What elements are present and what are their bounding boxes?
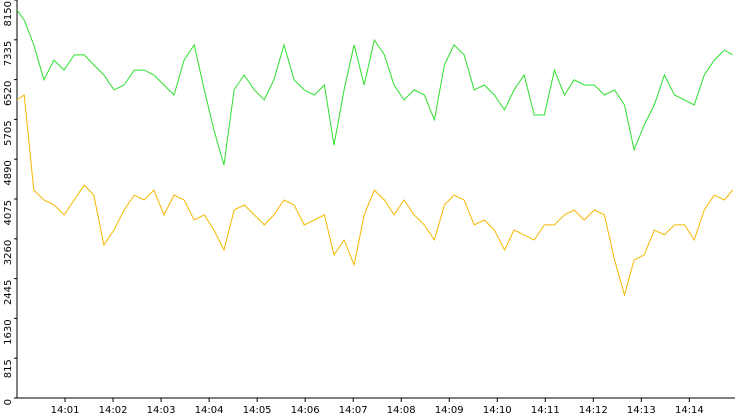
x-tick-label: 14:10 [483,405,512,415]
y-tick-label: 2445 [3,280,14,305]
x-tick-label: 14:09 [435,405,464,415]
y-tick-label: 0 [3,399,14,405]
y-tick-label: 815 [3,359,14,378]
x-tick-label: 14:06 [291,405,320,415]
x-tick-label: 14:11 [531,405,560,415]
data-line [16,94,733,297]
y-tick-label: 5705 [3,120,14,145]
y-tick-label: 3260 [3,240,14,265]
y-tick-label: 1630 [3,319,14,344]
x-tick-label: 14:13 [627,405,656,415]
x-tick-label: 14:07 [339,405,368,415]
x-tick-label: 14:05 [243,405,272,415]
data-line [16,9,733,166]
y-tick-label: 4075 [3,200,14,225]
y-tick-label: 6520 [3,81,14,106]
x-tick-label: 14:02 [99,405,128,415]
x-tick-label: 14:01 [51,405,80,415]
x-tick-label: 14:12 [579,405,608,415]
x-tick-label: 14:14 [675,405,704,415]
x-tick-label: 14:04 [195,405,224,415]
x-tick-label: 14:08 [387,405,416,415]
x-tick-label: 14:03 [147,405,176,415]
y-tick-label: 7335 [3,41,14,66]
y-tick-label: 8150 [3,1,14,26]
y-tick-label: 4890 [3,160,14,185]
